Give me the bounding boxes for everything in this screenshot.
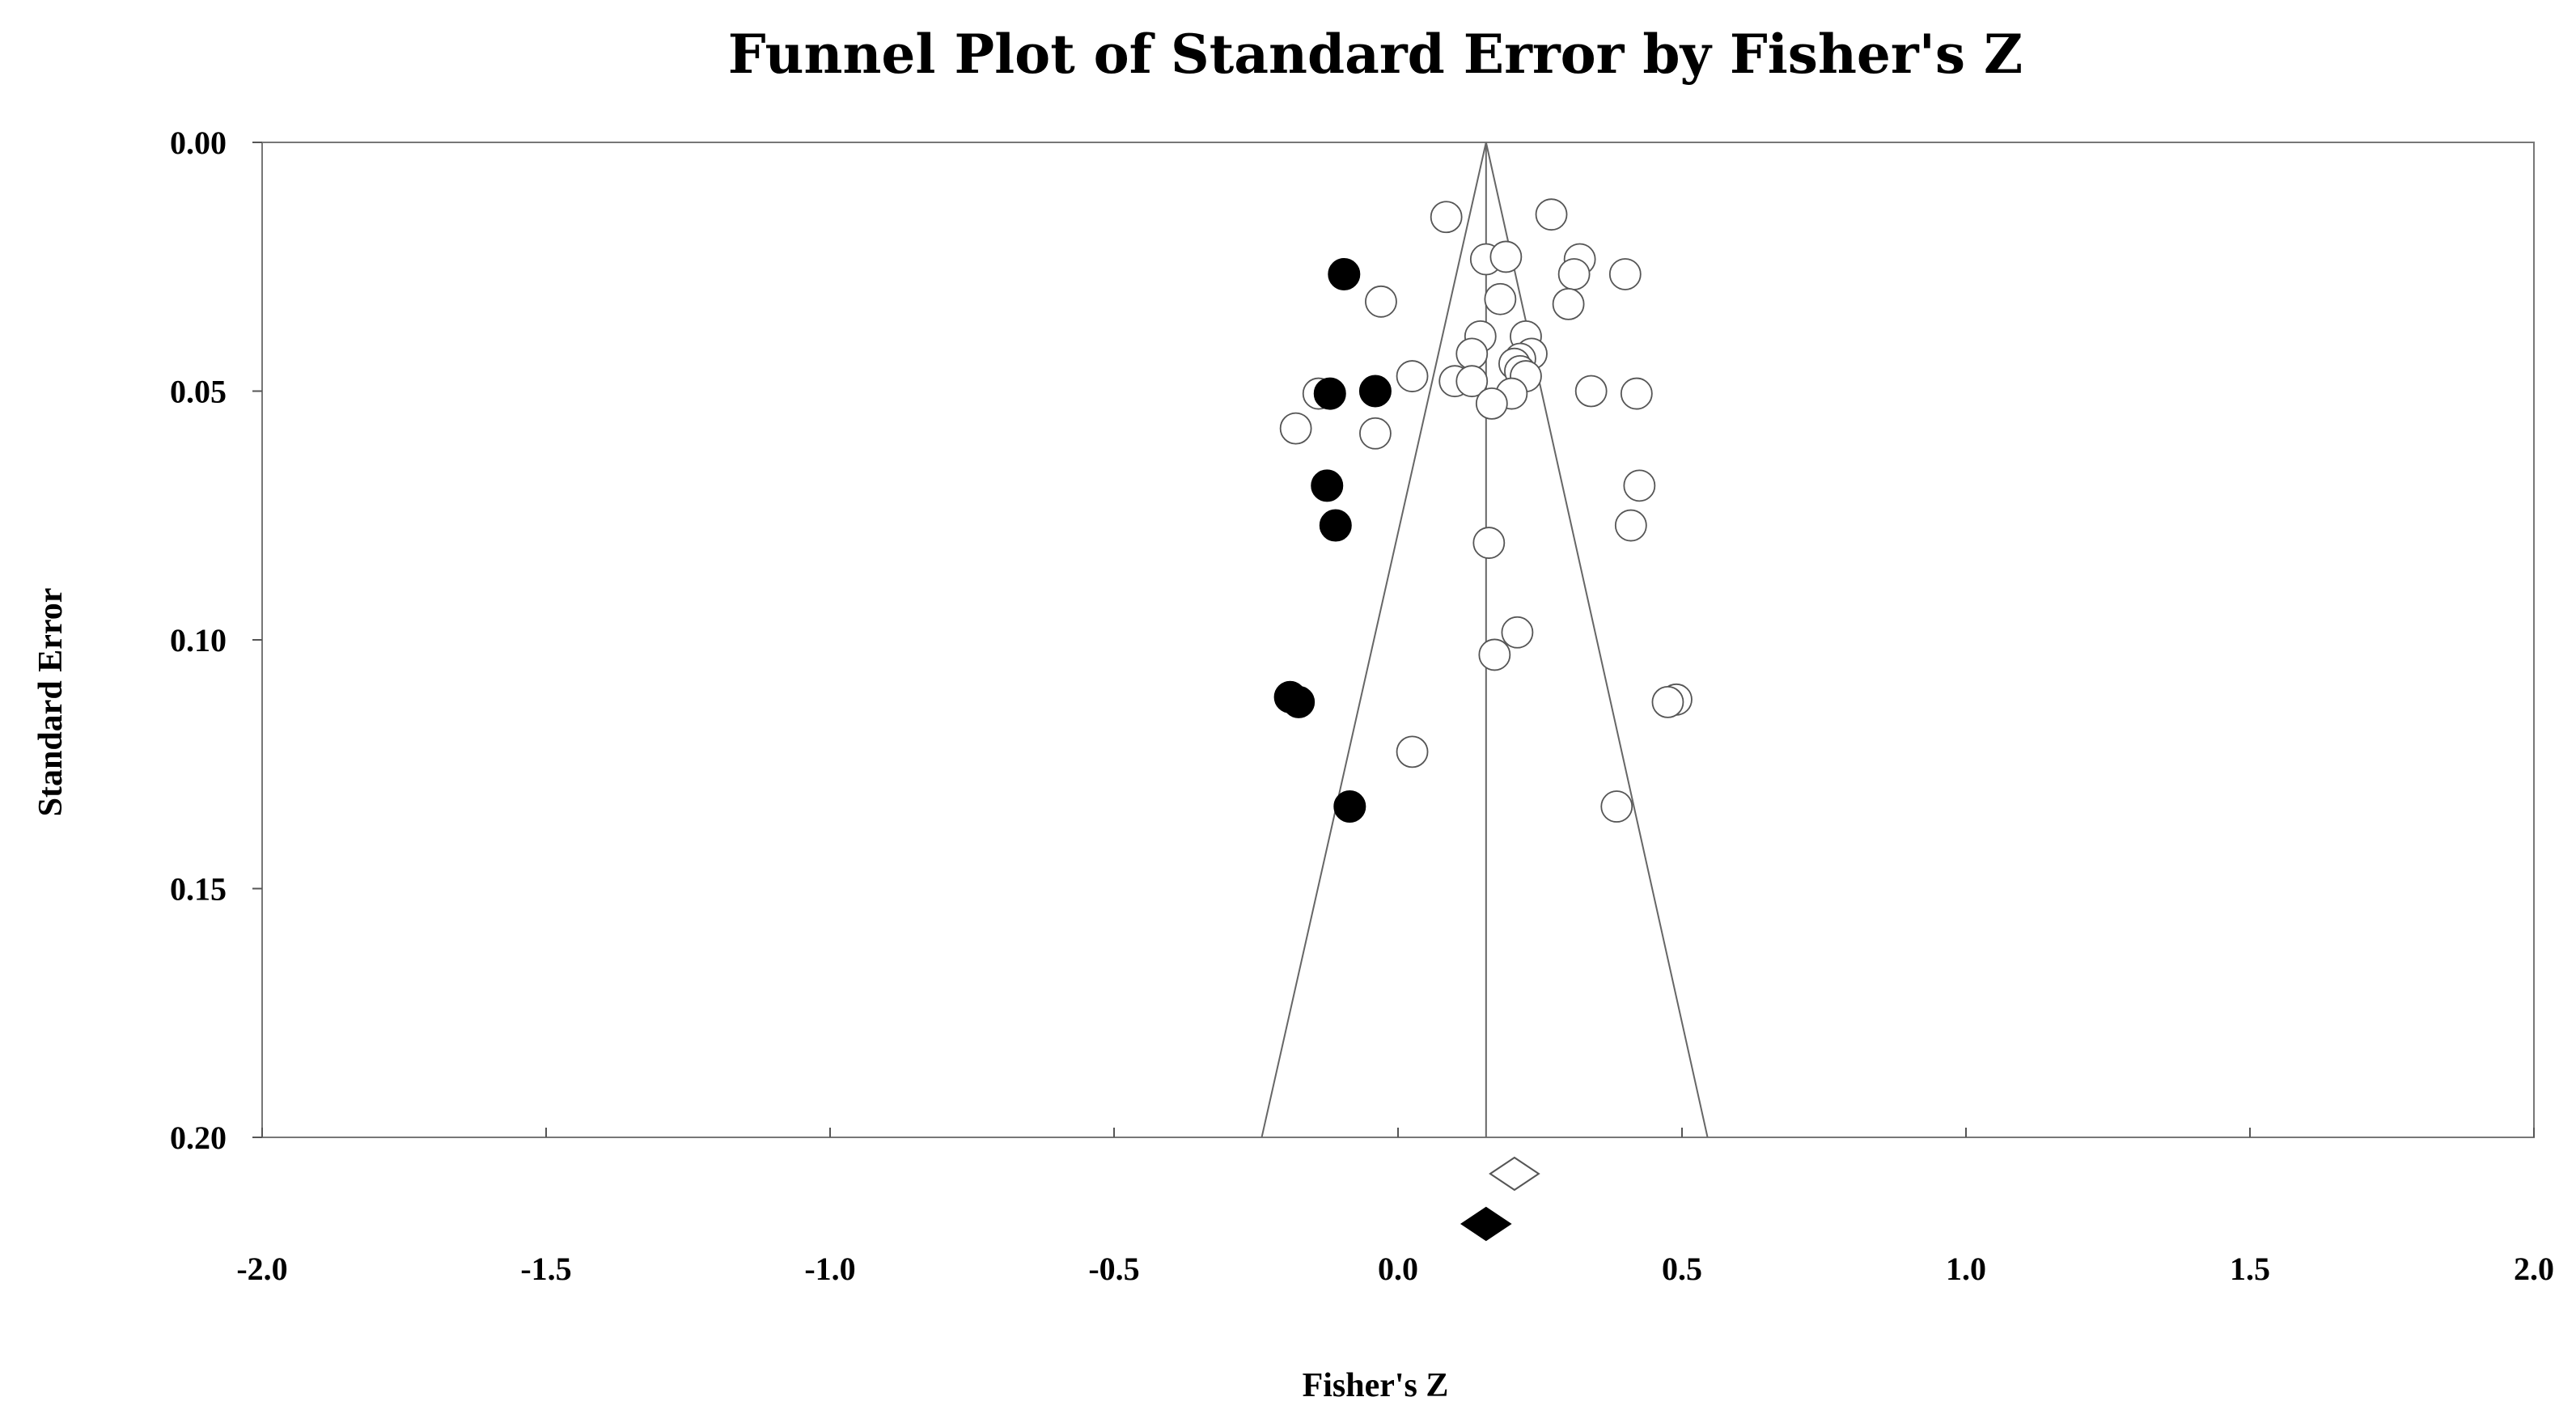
chart-title: Funnel Plot of Standard Error by Fisher'… [728,23,2023,86]
open-study-point [1651,685,1684,718]
open-study-point [1484,282,1517,315]
y-tick-label: 0.00 [170,125,227,161]
x-tick-label: 0.0 [1378,1251,1418,1287]
open-study-point [1535,198,1568,231]
y-tick-label: 0.10 [170,622,227,658]
open-study-point [1279,412,1312,445]
open-study-point [1396,360,1429,392]
open-study-point [1600,790,1633,823]
filled-summary-diamond [1460,1206,1512,1242]
open-study-point [1455,365,1489,398]
filled-study-point [1358,375,1392,408]
funnel-lines [1260,142,1709,1138]
open-study-point [1489,240,1523,273]
x-tick-label: -1.5 [520,1251,571,1287]
open-study-point [1430,201,1463,234]
open-study-point [1614,509,1647,542]
filled-study-point [1319,509,1352,542]
filled-study-point [1333,790,1366,823]
y-tick-label: 0.05 [170,374,227,410]
open-study-point [1552,287,1585,320]
open-study-point [1478,638,1511,671]
open-study-point [1501,616,1534,649]
x-tick-label: -1.0 [804,1251,855,1287]
x-tick-label: 1.5 [2230,1251,2270,1287]
open-study-point [1557,258,1591,290]
open-summary-diamond [1489,1156,1540,1192]
x-axis-label: Fisher's Z [1303,1367,1449,1404]
open-study-point [1608,258,1642,290]
y-axis-label: Standard Error [32,588,70,817]
axis-ticks: -2.0 -1.5 -1.0 -0.5 0.0 0.5 1.0 1.5 2.0 0.00 0.05 0… [170,125,2554,1287]
funnel-right-line [1485,142,1709,1138]
x-tick-label: -2.0 [236,1251,287,1287]
x-tick-label: 2.0 [2514,1251,2554,1287]
filled-study-point [1282,685,1316,718]
open-study-point [1620,377,1653,410]
open-study-point [1365,285,1397,318]
data-points [1273,198,1693,823]
open-study-point [1455,337,1489,370]
x-tick-label: 0.5 [1662,1251,1702,1287]
plot-area-frame [261,142,2535,1138]
open-study-point [1574,375,1608,408]
filled-study-point [1328,257,1361,290]
open-study-point [1359,417,1392,450]
y-tick-label: 0.15 [170,871,227,908]
y-tick-label: 0.20 [170,1120,227,1156]
open-study-point [1475,387,1508,420]
x-tick-label: -0.5 [1088,1251,1139,1287]
open-study-point [1472,527,1506,559]
x-tick-label: 1.0 [1946,1251,1986,1287]
open-study-point [1623,469,1656,502]
filled-study-point [1313,377,1346,410]
funnel-left-line [1260,142,1487,1138]
open-study-point [1396,735,1429,768]
summary-markers [1460,1156,1540,1242]
filled-study-point [1311,469,1344,502]
